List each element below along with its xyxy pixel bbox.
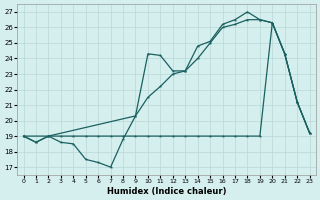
X-axis label: Humidex (Indice chaleur): Humidex (Indice chaleur) [107,187,226,196]
